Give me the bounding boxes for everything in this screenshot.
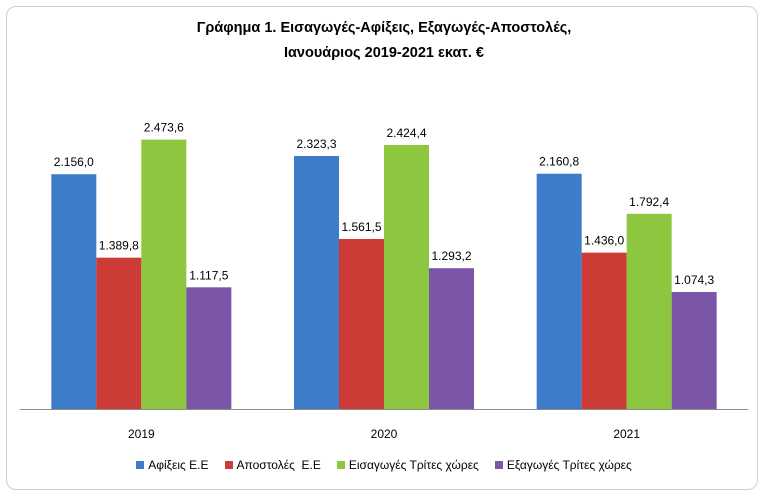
- data-label: 1.792,4: [629, 195, 669, 209]
- x-tick-label: 2021: [613, 427, 640, 441]
- data-label: 2.323,3: [296, 137, 336, 151]
- legend-label: Αποστολές Ε.Ε: [236, 458, 321, 472]
- bar: [429, 268, 474, 409]
- legend-item: Αφίξεις Ε.Ε: [136, 458, 209, 472]
- bar: [339, 238, 384, 409]
- legend-swatch: [224, 461, 233, 469]
- data-label: 2.424,4: [386, 126, 426, 140]
- bar: [671, 292, 717, 409]
- bar: [581, 252, 627, 409]
- legend-item: Αποστολές Ε.Ε: [224, 458, 321, 472]
- bar: [51, 174, 97, 409]
- legend-label: Εξαγωγές Τρίτες χώρες: [506, 458, 632, 472]
- bar: [626, 213, 672, 409]
- data-label: 1.436,0: [584, 234, 624, 248]
- bar: [186, 287, 232, 409]
- bar: [141, 139, 187, 409]
- x-tick-label: 2020: [371, 427, 398, 441]
- data-label: 1.074,3: [674, 273, 714, 287]
- bar: [294, 156, 339, 409]
- legend-swatch: [136, 461, 145, 469]
- data-label: 2.473,6: [144, 121, 184, 135]
- legend-label: Εισαγωγές Τρίτες χώρες: [348, 458, 479, 472]
- chart-title-line-2: Ιανουάριος 2019-2021 εκατ. €: [283, 45, 484, 61]
- legend-swatch: [336, 461, 345, 469]
- data-label: 2.160,8: [539, 155, 579, 169]
- data-label: 1.389,8: [99, 239, 139, 253]
- bar: [96, 257, 142, 409]
- data-label: 1.117,5: [189, 268, 228, 282]
- data-label: 1.293,2: [431, 249, 471, 263]
- bar: [536, 173, 582, 409]
- bar: [384, 145, 429, 410]
- data-label: 1.561,5: [341, 220, 381, 234]
- legend-item: Εξαγωγές Τρίτες χώρες: [494, 458, 632, 472]
- data-label: 2.156,0: [54, 155, 94, 169]
- x-tick-label: 2019: [128, 427, 155, 441]
- legend-swatch: [494, 461, 503, 469]
- chart-legend: Αφίξεις Ε.Ε Αποστολές Ε.Ε Εισαγωγές Τρίτες…: [0, 458, 768, 472]
- chart-title-line-1: Γράφημα 1. Εισαγωγές-Αφίξεις, Εξαγωγές-Α…: [196, 20, 572, 36]
- legend-item: Εισαγωγές Τρίτες χώρες: [336, 458, 479, 472]
- legend-label: Αφίξεις Ε.Ε: [148, 458, 209, 472]
